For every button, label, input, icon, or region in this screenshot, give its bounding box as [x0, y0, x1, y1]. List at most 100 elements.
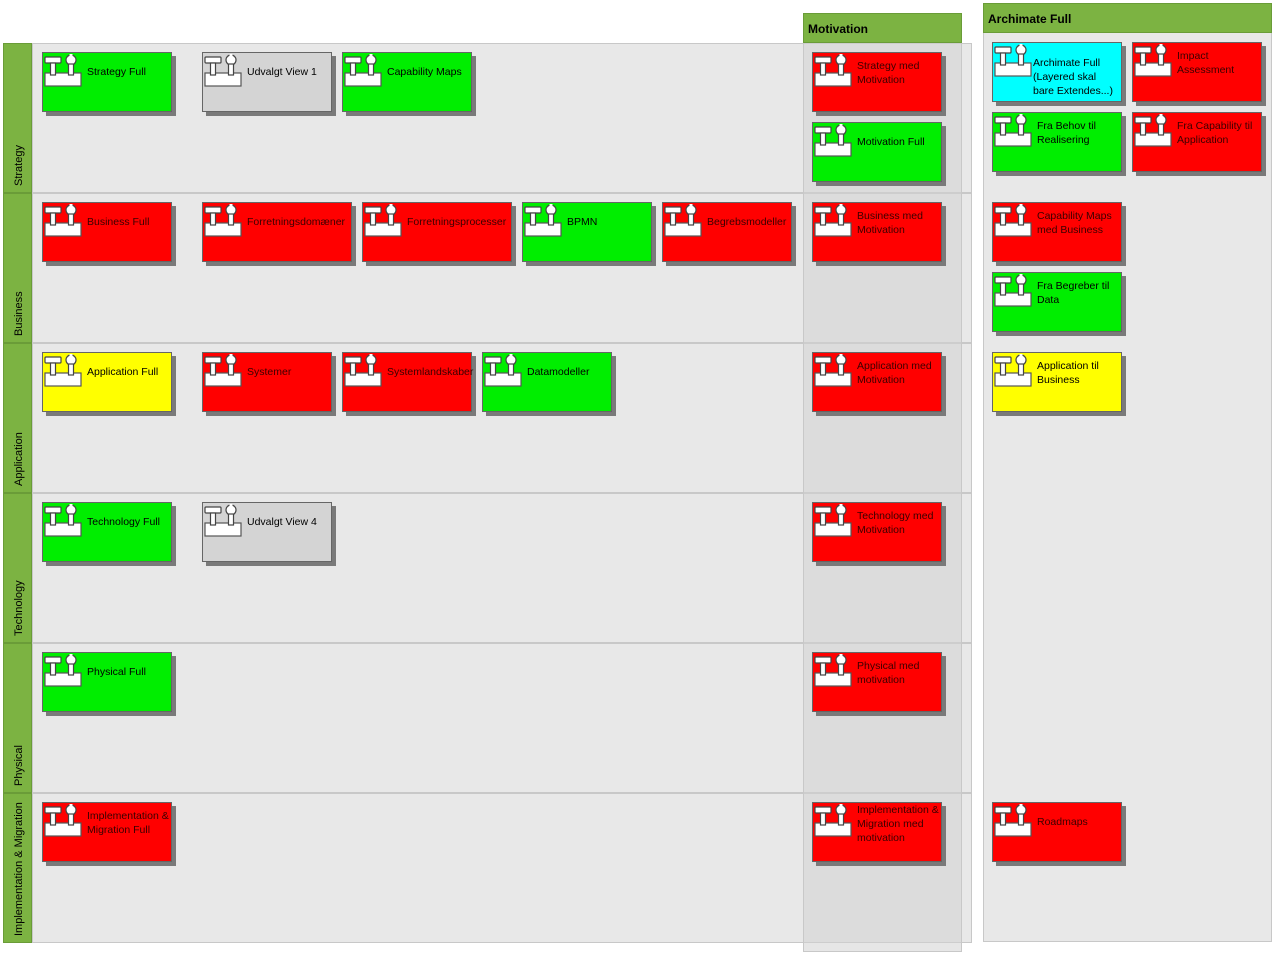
hammer-wrench-toolbox-icon: [44, 804, 82, 842]
view-label: Implementation & Migration Full: [87, 810, 169, 836]
view-implementation-migration-med-motivation[interactable]: Implementation & Migration med motivatio…: [812, 802, 942, 862]
lane-label-strategy: Strategy: [3, 43, 32, 193]
view-label: Business med Motivation: [857, 210, 923, 236]
hammer-wrench-toolbox-icon: [44, 504, 82, 542]
view-capability-maps[interactable]: Capability Maps: [342, 52, 472, 112]
lane-label-implementation-migration: Implementation & Migration: [3, 793, 32, 943]
view-label: Capability Maps: [387, 66, 462, 78]
motivation-column-header: Motivation: [803, 13, 962, 43]
view-roadmaps[interactable]: Roadmaps: [992, 802, 1122, 862]
archimate-full-column-header: Archimate Full: [983, 3, 1272, 33]
hammer-wrench-toolbox-icon: [524, 204, 562, 242]
view-fra-capability-til-application[interactable]: Fra Capability til Application: [1132, 112, 1262, 172]
hammer-wrench-toolbox-icon: [994, 274, 1032, 312]
hammer-wrench-toolbox-icon: [44, 54, 82, 92]
view-label: Application Full: [87, 366, 159, 378]
view-forretningsprocesser[interactable]: Forretningsprocesser: [362, 202, 512, 262]
hammer-wrench-toolbox-icon: [814, 804, 852, 842]
hammer-wrench-toolbox-icon: [814, 124, 852, 162]
view-label: Strategy med Motivation: [857, 60, 920, 86]
hammer-wrench-toolbox-icon: [814, 354, 852, 392]
hammer-wrench-toolbox-icon: [1134, 44, 1172, 82]
view-impact-assessment[interactable]: Impact Assessment: [1132, 42, 1262, 102]
hammer-wrench-toolbox-icon: [204, 54, 242, 92]
view-capability-maps-med-business[interactable]: Capability Maps med Business: [992, 202, 1122, 262]
view-label: Technology med Motivation: [857, 510, 934, 536]
view-label: Udvalgt View 4: [247, 516, 317, 528]
view-label: Implementation & Migration med motivatio…: [857, 804, 939, 844]
lane-label-physical: Physical: [3, 643, 32, 793]
view-implementation-migration-full[interactable]: Implementation & Migration Full: [42, 802, 172, 862]
lane-title: Physical: [13, 745, 25, 786]
view-business-full[interactable]: Business Full: [42, 202, 172, 262]
view-udvalgt-view-1[interactable]: Udvalgt View 1: [202, 52, 332, 112]
hammer-wrench-toolbox-icon: [344, 54, 382, 92]
view-archimate-full-layered[interactable]: Archimate Full (Layered skal bare Extend…: [992, 42, 1122, 102]
view-label: Forretningsdomæner: [247, 216, 346, 228]
view-begrebsmodeller[interactable]: Begrebsmodeller: [662, 202, 792, 262]
hammer-wrench-toolbox-icon: [994, 804, 1032, 842]
lane-title: Strategy: [13, 145, 25, 186]
hammer-wrench-toolbox-icon: [994, 44, 1032, 82]
hammer-wrench-toolbox-icon: [814, 54, 852, 92]
hammer-wrench-toolbox-icon: [204, 504, 242, 542]
column-title: Archimate Full: [988, 12, 1072, 26]
hammer-wrench-toolbox-icon: [484, 354, 522, 392]
view-label: Archimate Full (Layered skal bare Extend…: [1033, 57, 1113, 97]
view-motivation-full[interactable]: Motivation Full: [812, 122, 942, 182]
view-label: Fra Begreber til Data: [1037, 280, 1110, 306]
view-fra-begreber-til-data[interactable]: Fra Begreber til Data: [992, 272, 1122, 332]
view-label: Systemlandskaber: [387, 366, 474, 378]
view-application-full[interactable]: Application Full: [42, 352, 172, 412]
view-technology-med-motivation[interactable]: Technology med Motivation: [812, 502, 942, 562]
view-label: Physical med motivation: [857, 660, 920, 686]
view-label: Technology Full: [87, 516, 160, 528]
view-label: Capability Maps med Business: [1037, 210, 1112, 236]
view-technology-full[interactable]: Technology Full: [42, 502, 172, 562]
view-strategy-full[interactable]: Strategy Full: [42, 52, 172, 112]
view-label: Strategy Full: [87, 66, 146, 78]
view-label: Business Full: [87, 216, 150, 228]
view-systemlandskaber[interactable]: Systemlandskaber: [342, 352, 474, 412]
hammer-wrench-toolbox-icon: [814, 504, 852, 542]
view-label: Fra Behov til Realisering: [1037, 120, 1096, 146]
view-label: Begrebsmodeller: [707, 216, 787, 228]
hammer-wrench-toolbox-icon: [204, 354, 242, 392]
hammer-wrench-toolbox-icon: [994, 114, 1032, 152]
view-label: BPMN: [567, 216, 598, 228]
view-label: Fra Capability til Application: [1177, 120, 1253, 146]
lane-title: Business: [13, 291, 25, 336]
lane-title: Application: [13, 432, 25, 486]
view-fra-behov-til-realisering[interactable]: Fra Behov til Realisering: [992, 112, 1122, 172]
hammer-wrench-toolbox-icon: [994, 204, 1032, 242]
hammer-wrench-toolbox-icon: [814, 204, 852, 242]
view-business-med-motivation[interactable]: Business med Motivation: [812, 202, 942, 262]
view-forretningsdomaener[interactable]: Forretningsdomæner: [202, 202, 352, 262]
lane-title: Implementation & Migration: [13, 802, 25, 936]
hammer-wrench-toolbox-icon: [814, 654, 852, 692]
lane-label-business: Business: [3, 193, 32, 343]
column-title: Motivation: [808, 22, 868, 36]
view-label: Roadmaps: [1037, 816, 1088, 828]
hammer-wrench-toolbox-icon: [1134, 114, 1172, 152]
view-label: Application med Motivation: [857, 360, 932, 386]
view-label: Motivation Full: [857, 136, 925, 148]
view-label: Systemer: [247, 366, 292, 378]
view-application-med-motivation[interactable]: Application med Motivation: [812, 352, 942, 412]
view-label: Forretningsprocesser: [407, 216, 507, 228]
view-systemer[interactable]: Systemer: [202, 352, 332, 412]
view-udvalgt-view-4[interactable]: Udvalgt View 4: [202, 502, 332, 562]
view-application-til-business[interactable]: Application til Business: [992, 352, 1122, 412]
hammer-wrench-toolbox-icon: [364, 204, 402, 242]
view-label: Application til Business: [1037, 360, 1099, 386]
view-bpmn[interactable]: BPMN: [522, 202, 652, 262]
view-datamodeller[interactable]: Datamodeller: [482, 352, 612, 412]
view-strategy-med-motivation[interactable]: Strategy med Motivation: [812, 52, 942, 112]
view-physical-full[interactable]: Physical Full: [42, 652, 172, 712]
hammer-wrench-toolbox-icon: [664, 204, 702, 242]
view-physical-med-motivation[interactable]: Physical med motivation: [812, 652, 942, 712]
hammer-wrench-toolbox-icon: [44, 654, 82, 692]
hammer-wrench-toolbox-icon: [44, 204, 82, 242]
lane-label-technology: Technology: [3, 493, 32, 643]
lane-label-application: Application: [3, 343, 32, 493]
